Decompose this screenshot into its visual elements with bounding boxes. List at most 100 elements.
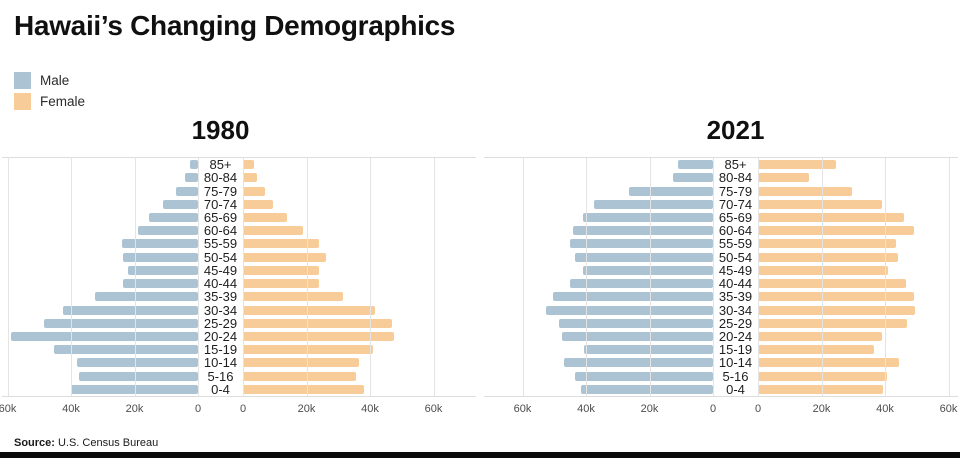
axis-tick-label: 0 xyxy=(709,403,717,415)
plot-area: 85+ 80-84 75-79 70-74 65-69 60-64 55-59 50-54 45… xyxy=(484,157,958,397)
female-cell xyxy=(758,383,958,396)
male-bar xyxy=(552,292,713,302)
female-bar xyxy=(758,186,852,196)
female-cell xyxy=(758,356,958,369)
male-bar xyxy=(581,384,713,394)
female-bar xyxy=(243,371,356,381)
male-cell xyxy=(484,330,713,343)
female-cell xyxy=(758,370,958,383)
axis-tick-label: 0 xyxy=(754,403,762,415)
male-cell xyxy=(484,356,713,369)
female-cell xyxy=(243,290,476,303)
male-cell xyxy=(2,184,198,197)
male-bar xyxy=(582,212,713,222)
male-bar xyxy=(628,186,713,196)
age-group-label: 5-16 xyxy=(207,368,234,384)
age-group-label: 55-59 xyxy=(203,236,238,252)
female-bar xyxy=(758,252,898,262)
female-bar xyxy=(243,318,393,328)
male-bar xyxy=(44,318,198,328)
male-bar xyxy=(10,331,198,341)
male-cell xyxy=(484,158,713,171)
age-group-label: 40-44 xyxy=(718,276,753,292)
gridline xyxy=(586,158,587,396)
pyramid-row: 80-84 xyxy=(2,171,476,184)
age-group-label: 15-19 xyxy=(203,342,238,358)
gridline xyxy=(433,158,435,396)
axis-tick-label: 0 xyxy=(194,403,202,415)
pyramid-row: 15-19 xyxy=(484,343,958,356)
page-title: Hawaii’s Changing Demographics xyxy=(14,10,456,41)
male-cell xyxy=(484,251,713,264)
male-cell xyxy=(484,343,713,356)
female-bar xyxy=(758,345,874,355)
pyramid-row: 80-84 xyxy=(484,171,958,184)
axis-tick-label: 20k xyxy=(812,403,831,415)
female-bar xyxy=(758,226,914,236)
female-bar xyxy=(243,199,274,209)
male-cell xyxy=(484,303,713,316)
female-cell xyxy=(758,237,958,250)
male-cell xyxy=(2,330,198,343)
chart-2021: 2021 85+ 80-84 75-79 70-74 65-69 60-64 55-59 50… xyxy=(484,112,958,419)
age-group-label: 30-34 xyxy=(203,302,238,318)
male-cell xyxy=(2,317,198,330)
age-group-label: 5-16 xyxy=(722,368,749,384)
male-bar xyxy=(121,239,198,249)
age-group-label: 85+ xyxy=(209,157,232,173)
female-bar xyxy=(758,265,889,275)
gridline xyxy=(198,158,199,396)
male-cell xyxy=(484,171,713,184)
male-cell xyxy=(484,264,713,277)
age-group-label: 50-54 xyxy=(718,249,753,265)
gridline xyxy=(134,158,136,396)
male-bar xyxy=(678,160,713,170)
pyramid-row: 60-64 xyxy=(484,224,958,237)
male-bar xyxy=(123,252,198,262)
age-group-label: 75-79 xyxy=(203,183,238,199)
axis-tick-label: 40k xyxy=(577,403,595,415)
age-group-label: 35-39 xyxy=(203,289,238,305)
female-cell xyxy=(758,184,958,197)
female-cell xyxy=(758,303,958,316)
male-cell xyxy=(2,356,198,369)
male-swatch-icon xyxy=(14,72,31,89)
male-cell xyxy=(484,370,713,383)
female-bar xyxy=(243,186,266,196)
legend-label-male: Male xyxy=(40,73,70,88)
female-cell xyxy=(243,303,476,316)
gridline xyxy=(713,158,714,396)
pyramid-row: 85+ xyxy=(2,158,476,171)
gridline xyxy=(758,158,759,396)
female-cell xyxy=(758,343,958,356)
female-cell xyxy=(243,184,476,197)
male-cell xyxy=(2,370,198,383)
axis-tick-label: 20k xyxy=(640,403,659,415)
female-bar xyxy=(758,358,900,368)
source-text: U.S. Census Bureau xyxy=(57,437,159,449)
female-cell xyxy=(243,330,476,343)
axis-tick-label: 60k xyxy=(0,403,17,415)
male-bar xyxy=(137,226,198,236)
female-cell xyxy=(243,171,476,184)
male-bar xyxy=(128,265,198,275)
age-group-label: 25-29 xyxy=(718,315,753,331)
female-cell xyxy=(758,198,958,211)
legend-item-male: Male xyxy=(14,71,85,90)
male-cell xyxy=(2,277,198,290)
female-cell xyxy=(758,290,958,303)
female-bar xyxy=(243,252,326,262)
legend-label-female: Female xyxy=(40,94,86,109)
axis-tick-label: 0 xyxy=(239,403,247,415)
legend-item-female: Female xyxy=(14,92,85,111)
female-cell xyxy=(243,356,476,369)
age-group-label: 30-34 xyxy=(718,302,753,318)
male-bar xyxy=(190,160,198,170)
pyramid-row: 70-74 xyxy=(484,198,958,211)
female-bar xyxy=(243,331,394,341)
chart-1980: 1980 85+ 80-84 75-79 70-74 65-69 60-64 55-59 50… xyxy=(0,112,476,419)
gridline xyxy=(522,158,524,396)
male-cell xyxy=(2,237,198,250)
male-cell xyxy=(2,251,198,264)
age-group-label: 80-84 xyxy=(203,170,238,186)
